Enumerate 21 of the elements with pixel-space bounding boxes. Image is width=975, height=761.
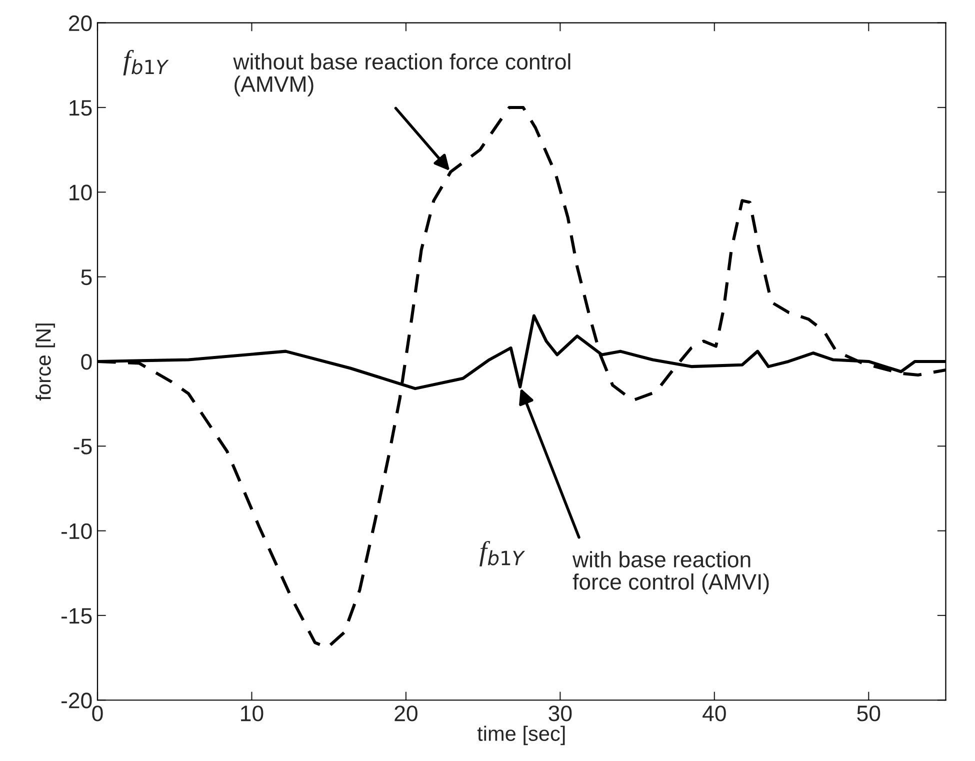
y-axis-title: force [N] [36, 324, 55, 401]
x-tick-label: 10 [241, 706, 264, 722]
y-tick-label: -15 [62, 608, 92, 624]
x-tick-label: 20 [394, 706, 418, 722]
x-tick-label: 0 [92, 706, 103, 722]
y-tick-label: 20 [69, 15, 92, 32]
annotation: f$_{b1Y}$ [480, 540, 526, 566]
x-axis-title: time [sec] [477, 726, 565, 746]
x-tick-label: 40 [702, 706, 726, 722]
y-tick-label: 0 [81, 354, 92, 370]
y-tick-label: 5 [81, 270, 92, 286]
y-tick-label: -20 [62, 692, 92, 708]
annotation: without base reaction force control (AMVM) [233, 53, 570, 96]
x-tick-label: 50 [857, 706, 880, 722]
y-tick-label: -10 [62, 523, 92, 540]
annotation: f$_{b1Y}$ [123, 50, 169, 76]
y-tick-label: -5 [74, 438, 92, 454]
annotation: with base reaction force control (AMVI) [572, 551, 769, 594]
x-tick-label: 30 [548, 706, 572, 722]
y-tick-label: 15 [70, 100, 92, 116]
y-tick-label: 10 [70, 184, 92, 200]
